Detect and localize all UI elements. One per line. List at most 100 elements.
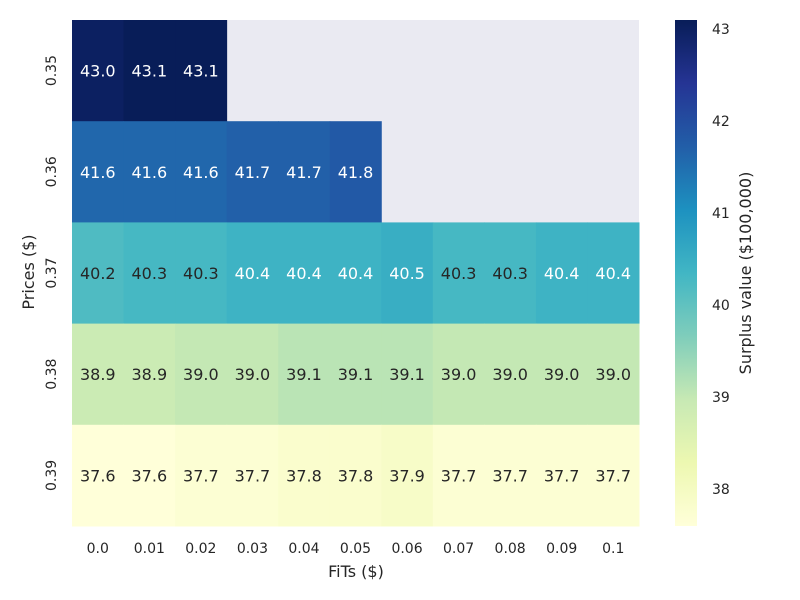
- y-tick-label: 0.35: [44, 55, 60, 86]
- cell-value-label: 39.1: [389, 365, 425, 384]
- heatmap-cell: [381, 424, 434, 527]
- heatmap-cell: [535, 424, 588, 527]
- y-axis-ticks: 0.35 0.36 0.37 0.38 0.39: [44, 55, 60, 491]
- cell-value-label: 41.6: [183, 163, 219, 182]
- x-tick-label: 0.02: [185, 541, 216, 557]
- cell-value-label: 41.6: [132, 163, 168, 182]
- heatmap-cell: [175, 424, 228, 527]
- heatmap-cell: [381, 323, 434, 426]
- colorbar-ticks: 38 39 40 41 42 43: [712, 22, 730, 498]
- heatmap-cell: [432, 323, 485, 426]
- x-tick-label: 0.05: [340, 541, 371, 557]
- colorbar-tick-label: 42: [712, 114, 730, 130]
- cell-value-label: 39.1: [286, 365, 322, 384]
- heatmap-cell: [278, 222, 331, 325]
- heatmap-cell: [381, 222, 434, 325]
- cell-value-label: 40.2: [80, 264, 116, 283]
- heatmap-cell: [278, 323, 331, 426]
- cell-value-label: 40.4: [595, 264, 631, 283]
- cell-value-label: 37.7: [492, 466, 528, 485]
- heatmap-cell: [175, 121, 228, 223]
- heatmap-cell: [123, 121, 176, 223]
- cell-value-label: 37.7: [544, 466, 580, 485]
- heatmap-cell-labels: 43.0 43.1 43.1 41.6 41.6 41.6 41.7 41.7 41.8 40.2…: [80, 62, 631, 486]
- cell-value-label: 39.1: [338, 365, 374, 384]
- heatmap-cell: [72, 121, 125, 223]
- cell-value-label: 40.3: [492, 264, 528, 283]
- colorbar: 38 39 40 41 42 43 Surplus value ($100,000): [675, 20, 755, 526]
- cell-value-label: 37.6: [80, 466, 116, 485]
- cell-value-label: 37.8: [338, 466, 374, 485]
- cell-value-label: 38.9: [132, 365, 168, 384]
- heatmap-cell: [587, 222, 640, 325]
- y-tick-label: 0.38: [44, 359, 60, 390]
- cell-value-label: 40.3: [183, 264, 219, 283]
- cell-value-label: 37.8: [286, 466, 322, 485]
- cell-value-label: 40.3: [132, 264, 168, 283]
- x-tick-label: 0.08: [495, 541, 526, 557]
- cell-value-label: 39.0: [235, 365, 271, 384]
- heatmap-cell: [329, 121, 382, 223]
- heatmap-cell: [175, 222, 228, 325]
- heatmap-cell: [123, 222, 176, 325]
- heatmap-cell: [587, 323, 640, 426]
- heatmap-cell: [329, 424, 382, 527]
- heatmap-cell: [175, 323, 228, 426]
- x-axis-ticks: 0.0 0.01 0.02 0.03 0.04 0.05 0.06 0.07 0.08 0.09 0…: [87, 541, 625, 557]
- heatmap-cell: [72, 424, 125, 527]
- colorbar-tick-label: 41: [712, 206, 730, 222]
- heatmap-cell: [226, 222, 279, 325]
- cell-value-label: 39.0: [595, 365, 631, 384]
- y-tick-label: 0.36: [44, 156, 60, 187]
- x-tick-label: 0.1: [602, 541, 624, 557]
- cell-value-label: 37.7: [183, 466, 219, 485]
- cell-value-label: 38.9: [80, 365, 116, 384]
- heatmap-cell: [123, 424, 176, 527]
- cell-value-label: 37.7: [235, 466, 271, 485]
- heatmap-cell: [329, 222, 382, 325]
- cell-value-label: 39.0: [183, 365, 219, 384]
- cell-value-label: 37.7: [441, 466, 477, 485]
- heatmap-cell: [535, 323, 588, 426]
- heatmap-cell: [72, 323, 125, 426]
- y-tick-label: 0.37: [44, 257, 60, 288]
- colorbar-tick-label: 39: [712, 390, 730, 406]
- cell-value-label: 40.3: [441, 264, 477, 283]
- cell-value-label: 39.0: [544, 365, 580, 384]
- x-tick-label: 0.04: [288, 541, 319, 557]
- heatmap-cell: [226, 323, 279, 426]
- cell-value-label: 43.1: [183, 62, 219, 81]
- colorbar-gradient: [675, 20, 697, 526]
- cell-value-label: 41.8: [338, 163, 374, 182]
- x-tick-label: 0.03: [237, 541, 268, 557]
- cell-value-label: 40.4: [544, 264, 580, 283]
- heatmap-cell: [72, 222, 125, 325]
- heatmap-cell: [484, 424, 537, 527]
- heatmap-cell: [329, 323, 382, 426]
- cell-value-label: 37.6: [132, 466, 168, 485]
- cell-value-label: 37.7: [595, 466, 631, 485]
- x-axis-label: FiTs ($): [328, 562, 384, 581]
- heatmap-cell: [278, 121, 331, 223]
- cell-value-label: 40.4: [338, 264, 374, 283]
- cell-value-label: 41.7: [235, 163, 271, 182]
- heatmap-cell: [432, 222, 485, 325]
- cell-value-label: 40.4: [235, 264, 271, 283]
- cell-value-label: 40.4: [286, 264, 322, 283]
- y-axis-label: Prices ($): [19, 234, 38, 309]
- x-tick-label: 0.09: [546, 541, 577, 557]
- heatmap-cell: [123, 323, 176, 426]
- x-tick-label: 0.07: [443, 541, 474, 557]
- cell-value-label: 39.0: [492, 365, 528, 384]
- colorbar-label: Surplus value ($100,000): [736, 172, 755, 375]
- heatmap-cell: [432, 424, 485, 527]
- x-tick-label: 0.01: [134, 541, 165, 557]
- heatmap-cell: [484, 323, 537, 426]
- cell-value-label: 39.0: [441, 365, 477, 384]
- cell-value-label: 43.0: [80, 62, 116, 81]
- heatmap-cell: [278, 424, 331, 527]
- cell-value-label: 40.5: [389, 264, 425, 283]
- cell-value-label: 43.1: [132, 62, 168, 81]
- heatmap-cell: [123, 20, 176, 122]
